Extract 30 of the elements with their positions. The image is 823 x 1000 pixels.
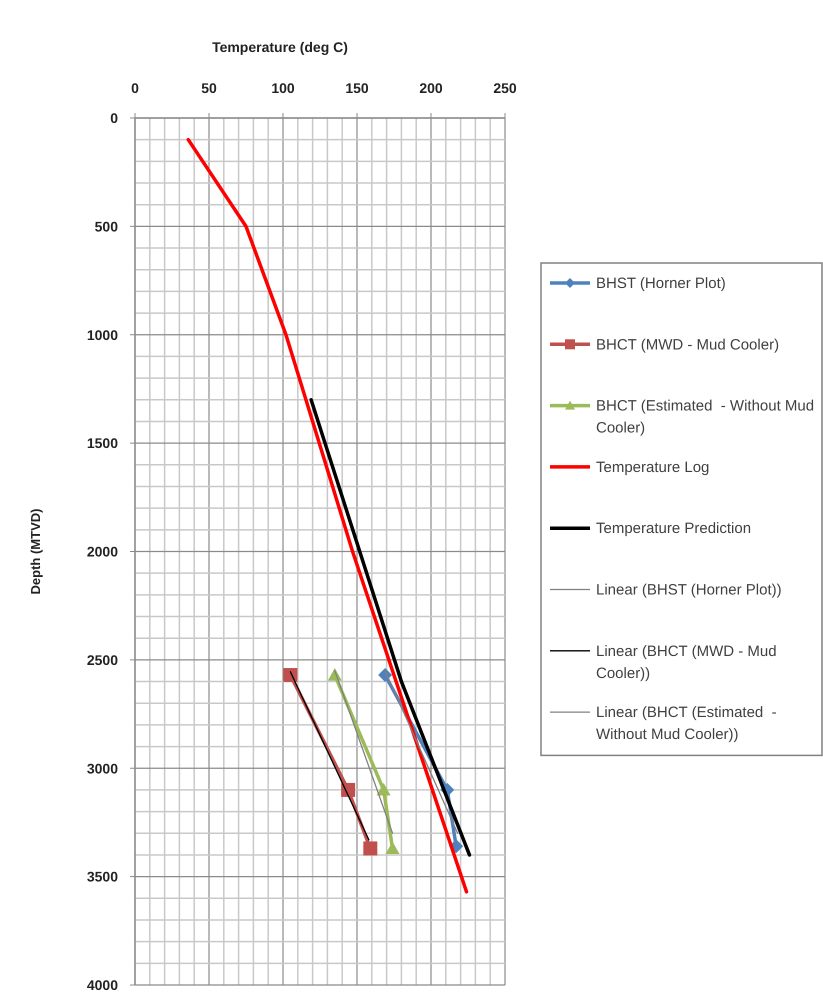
point [363,841,378,856]
y-tick-label: 3000 [86,760,118,776]
line-series [186,138,468,894]
x-tick-label: 200 [419,80,443,96]
point [283,668,298,682]
legend-label: BHCT (Estimated - Without Mud Cooler) [596,398,814,437]
x-tick-label: 150 [345,80,369,96]
legend-label: Linear (BHST (Horner Plot)) [596,582,782,598]
x-tick-label: 250 [493,80,517,96]
y-axis-title: Depth (MTVD) [28,508,43,594]
x-axis-title: Temperature (deg C) [212,39,348,55]
point [386,841,400,854]
y-tick-label: 4000 [86,977,118,993]
point [376,782,391,796]
y-tick-label: 500 [94,218,118,234]
legend-label: Linear (BHCT (MWD - Mud Cooler)) [596,642,777,682]
y-tick-label: 0 [110,110,118,126]
legend-label: Linear (BHCT (Estimated - Without Mud Cooler)) [596,704,777,744]
x-tick-label: 100 [271,80,295,96]
legend-label: Temperature Prediction [596,520,752,538]
legend-label: BHST (Horner Plot) [596,275,726,292]
legend-label: BHCT (MWD - Mud Cooler) [596,336,780,354]
y-tick-label: 2000 [86,544,118,560]
y-tick-label: 3500 [86,868,118,885]
y-tick-label: 2500 [86,652,118,668]
x-tick-label: 0 [131,80,140,96]
x-tick-label: 50 [201,80,217,96]
legend-label: Temperature Log [596,458,710,476]
y-tick-label: 1500 [86,435,118,452]
y-tick-label: 1000 [86,326,118,343]
